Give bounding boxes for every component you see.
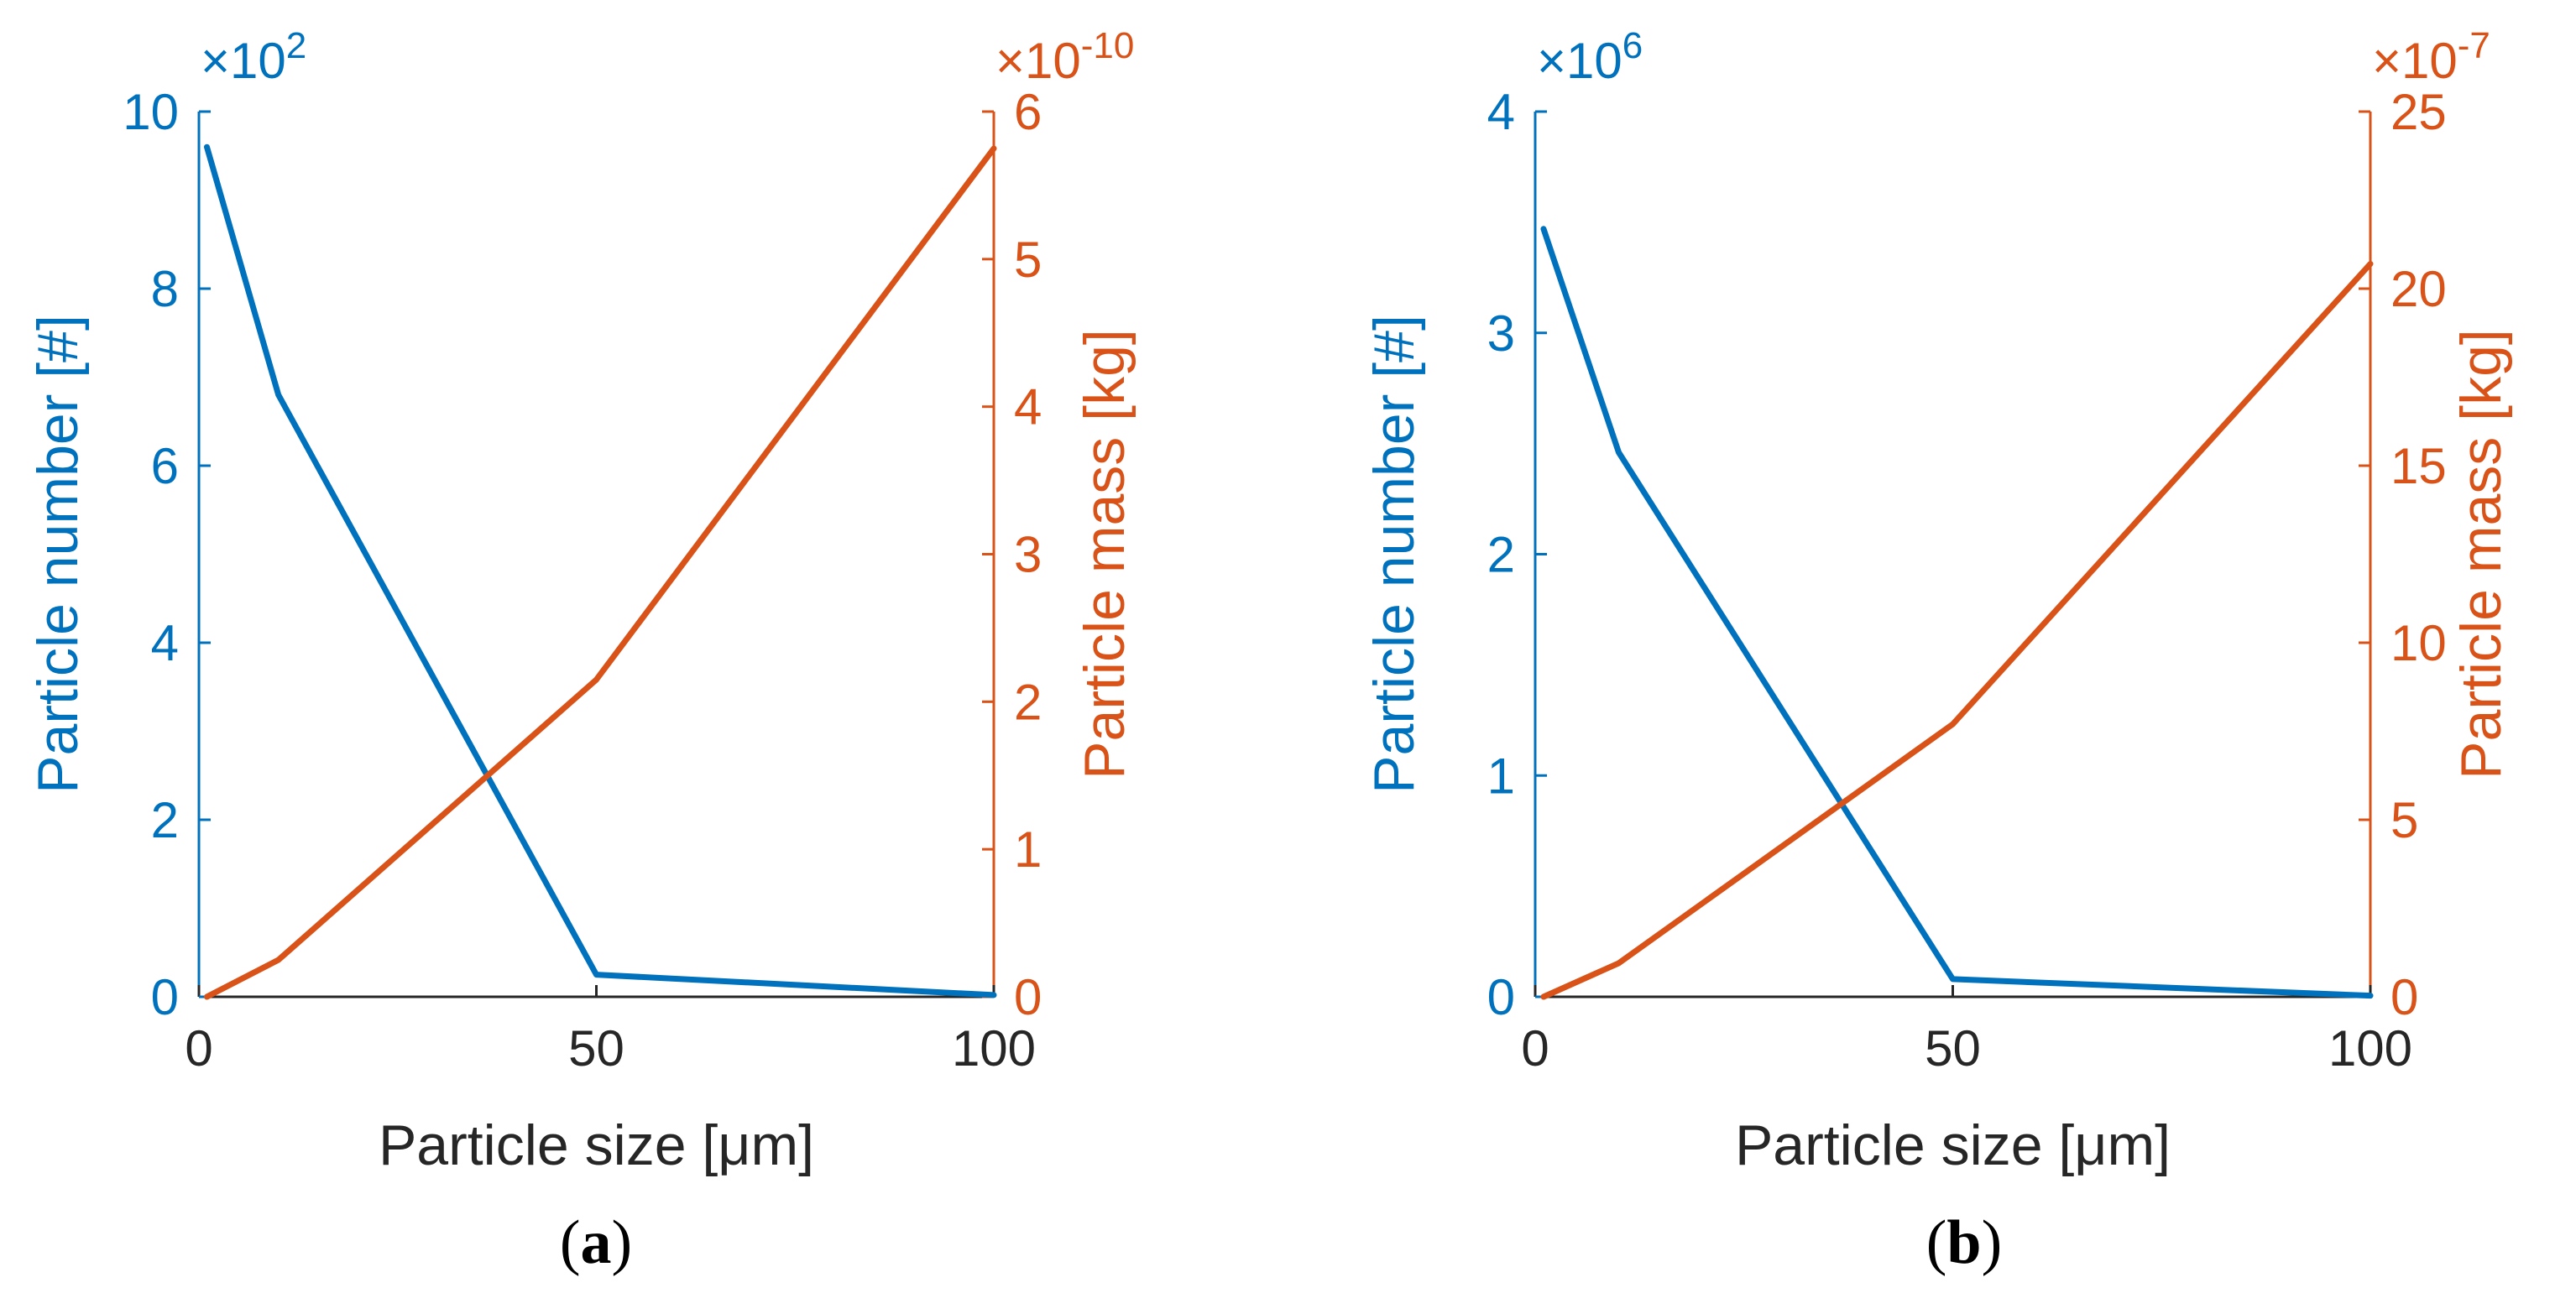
x-tick-label: 100 bbox=[952, 1020, 1036, 1077]
left-y-tick-label: 4 bbox=[1487, 84, 1515, 140]
series-line-left bbox=[1540, 226, 2374, 999]
right-y-exponent-base: ×10 bbox=[995, 33, 1081, 89]
x-tick-label: 100 bbox=[2328, 1020, 2412, 1077]
series-line-right bbox=[1540, 260, 2374, 1000]
left-y-tick-label: 10 bbox=[123, 84, 179, 140]
right-y-exponent-power: -10 bbox=[1081, 25, 1135, 66]
left-y-tick-label: 2 bbox=[1487, 527, 1515, 583]
panel-label-letter: b bbox=[1946, 1208, 1981, 1277]
right-y-tick-label: 20 bbox=[2391, 261, 2447, 317]
left-y-tick-label: 2 bbox=[151, 792, 179, 848]
left-y-exponent-power: 6 bbox=[1622, 25, 1643, 66]
right-y-tick-label: 1 bbox=[1014, 821, 1042, 878]
right-y-tick-label: 15 bbox=[2391, 438, 2447, 494]
right-y-tick-label: 5 bbox=[2391, 792, 2418, 848]
left-y-tick-label: 8 bbox=[151, 261, 179, 317]
left-y-tick-label: 1 bbox=[1487, 748, 1515, 804]
x-tick-label: 0 bbox=[185, 1020, 212, 1077]
left-y-tick-label: 0 bbox=[1487, 969, 1515, 1025]
x-axis-title: Particle size [μm] bbox=[379, 1113, 814, 1177]
left-y-exponent-power: 2 bbox=[286, 25, 306, 66]
right-y-tick-label: 4 bbox=[1014, 379, 1042, 435]
right-y-tick-label: 6 bbox=[1014, 84, 1042, 140]
right-y-tick-label: 0 bbox=[2391, 969, 2418, 1025]
panel-label-open-paren: ( bbox=[1926, 1208, 1947, 1277]
series-line-left bbox=[203, 143, 997, 998]
right-y-tick-label: 0 bbox=[1014, 969, 1042, 1025]
panel-label-open-paren: ( bbox=[560, 1208, 581, 1277]
right-y-tick-label: 2 bbox=[1014, 674, 1042, 730]
left-y-tick-label: 3 bbox=[1487, 305, 1515, 362]
right-y-tick-label: 3 bbox=[1014, 527, 1042, 583]
right-y-exponent-power: -7 bbox=[2458, 25, 2490, 66]
right-y-tick-label: 5 bbox=[1014, 232, 1042, 288]
right-y-tick-label: 25 bbox=[2391, 84, 2447, 140]
left-y-tick-label: 4 bbox=[151, 615, 179, 671]
left-y-axis-title: Particle number [#] bbox=[26, 315, 90, 794]
x-tick-label: 0 bbox=[1521, 1020, 1549, 1077]
panel-label-close-paren: ) bbox=[1982, 1208, 2003, 1277]
left-y-exponent-base: ×10 bbox=[201, 33, 286, 89]
right-y-axis-title: Particle mass [kg] bbox=[1073, 329, 1136, 779]
panel-label-close-paren: ) bbox=[612, 1208, 633, 1277]
right-y-exponent-label: ×10-7 bbox=[2372, 25, 2490, 89]
right-y-exponent-base: ×10 bbox=[2372, 33, 2458, 89]
left-y-exponent-label: ×102 bbox=[201, 25, 306, 89]
left-y-axis-title: Particle number [#] bbox=[1362, 315, 1426, 794]
left-y-tick-label: 6 bbox=[151, 438, 179, 494]
panel-label-letter: a bbox=[581, 1208, 612, 1277]
x-tick-label: 50 bbox=[568, 1020, 624, 1077]
left-y-tick-label: 0 bbox=[151, 969, 179, 1025]
right-y-axis-title: Particle mass [kg] bbox=[2449, 329, 2513, 779]
panel-label: (b) bbox=[1926, 1208, 2002, 1277]
left-y-exponent-label: ×106 bbox=[1537, 25, 1643, 89]
left-y-exponent-base: ×10 bbox=[1537, 33, 1622, 89]
series-line-right bbox=[203, 145, 997, 1000]
right-y-tick-label: 10 bbox=[2391, 615, 2447, 671]
x-axis-title: Particle size [μm] bbox=[1735, 1113, 2171, 1177]
right-y-exponent-label: ×10-10 bbox=[995, 25, 1134, 89]
panel-label: (a) bbox=[560, 1208, 632, 1277]
x-tick-label: 50 bbox=[1925, 1020, 1981, 1077]
